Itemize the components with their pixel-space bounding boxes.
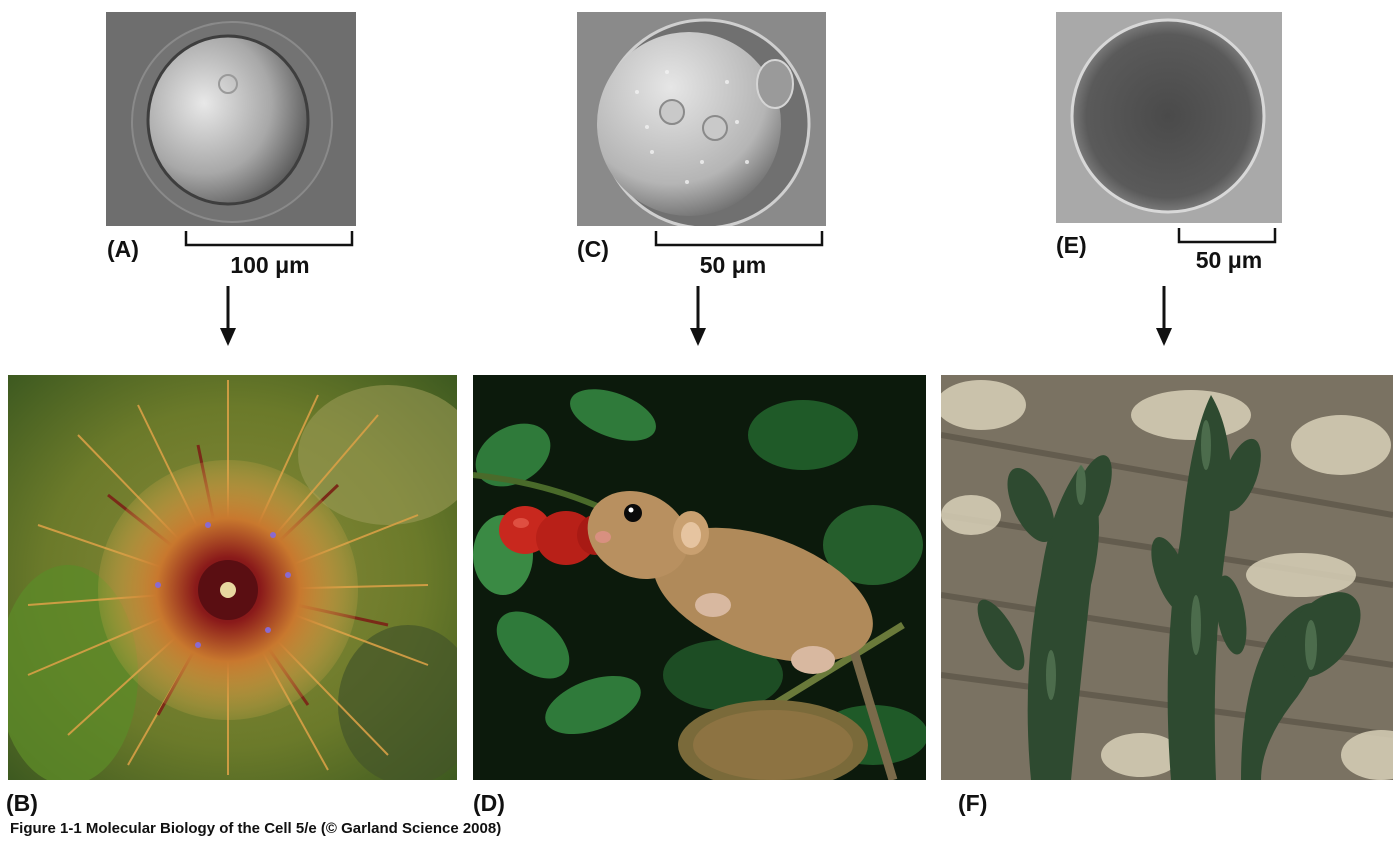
micrograph-c [577,12,826,226]
panel-label-f: (F) [958,790,988,816]
scale-label-c: 50 μm [699,252,767,278]
photo-dormouse [473,375,926,780]
down-arrow-icon [690,286,706,346]
panel-label-d: (D) [473,790,505,816]
scale-label-a: 100 μm [230,252,310,278]
panel-label-a: (A) [107,236,139,262]
figure-caption: Figure 1-1 Molecular Biology of the Cell… [10,820,502,837]
panel-label-e: (E) [1056,232,1087,258]
scale-bar-c [654,231,824,247]
scale-label-e: 50 μm [1195,247,1263,273]
panel-label-b: (B) [6,790,38,816]
panel-label-c: (C) [577,236,609,262]
micrograph-e [1056,12,1282,223]
scale-bar-a [184,231,354,247]
photo-sea-urchin [8,375,457,780]
micrograph-a [106,12,356,226]
photo-seaweed [941,375,1393,780]
down-arrow-icon [220,286,236,346]
down-arrow-icon [1156,286,1172,346]
scale-bar-e [1177,228,1277,244]
